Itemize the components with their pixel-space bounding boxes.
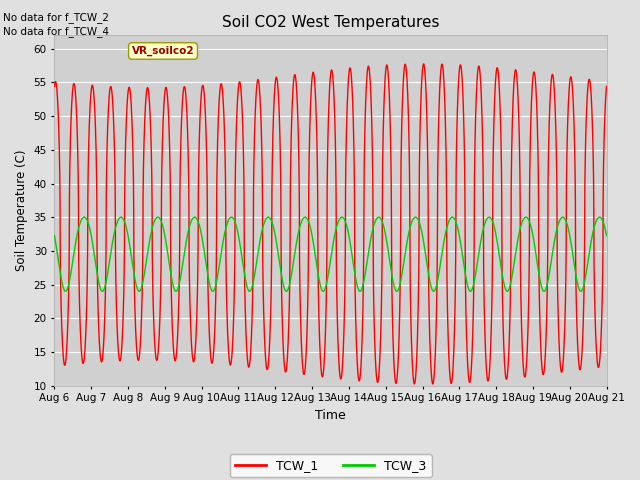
Text: No data for f_TCW_4: No data for f_TCW_4	[3, 26, 109, 37]
Text: VR_soilco2: VR_soilco2	[132, 46, 195, 56]
Y-axis label: Soil Temperature (C): Soil Temperature (C)	[15, 150, 28, 271]
Title: Soil CO2 West Temperatures: Soil CO2 West Temperatures	[221, 15, 439, 30]
Text: No data for f_TCW_2: No data for f_TCW_2	[3, 12, 109, 23]
X-axis label: Time: Time	[315, 409, 346, 422]
Legend: TCW_1, TCW_3: TCW_1, TCW_3	[230, 455, 431, 478]
